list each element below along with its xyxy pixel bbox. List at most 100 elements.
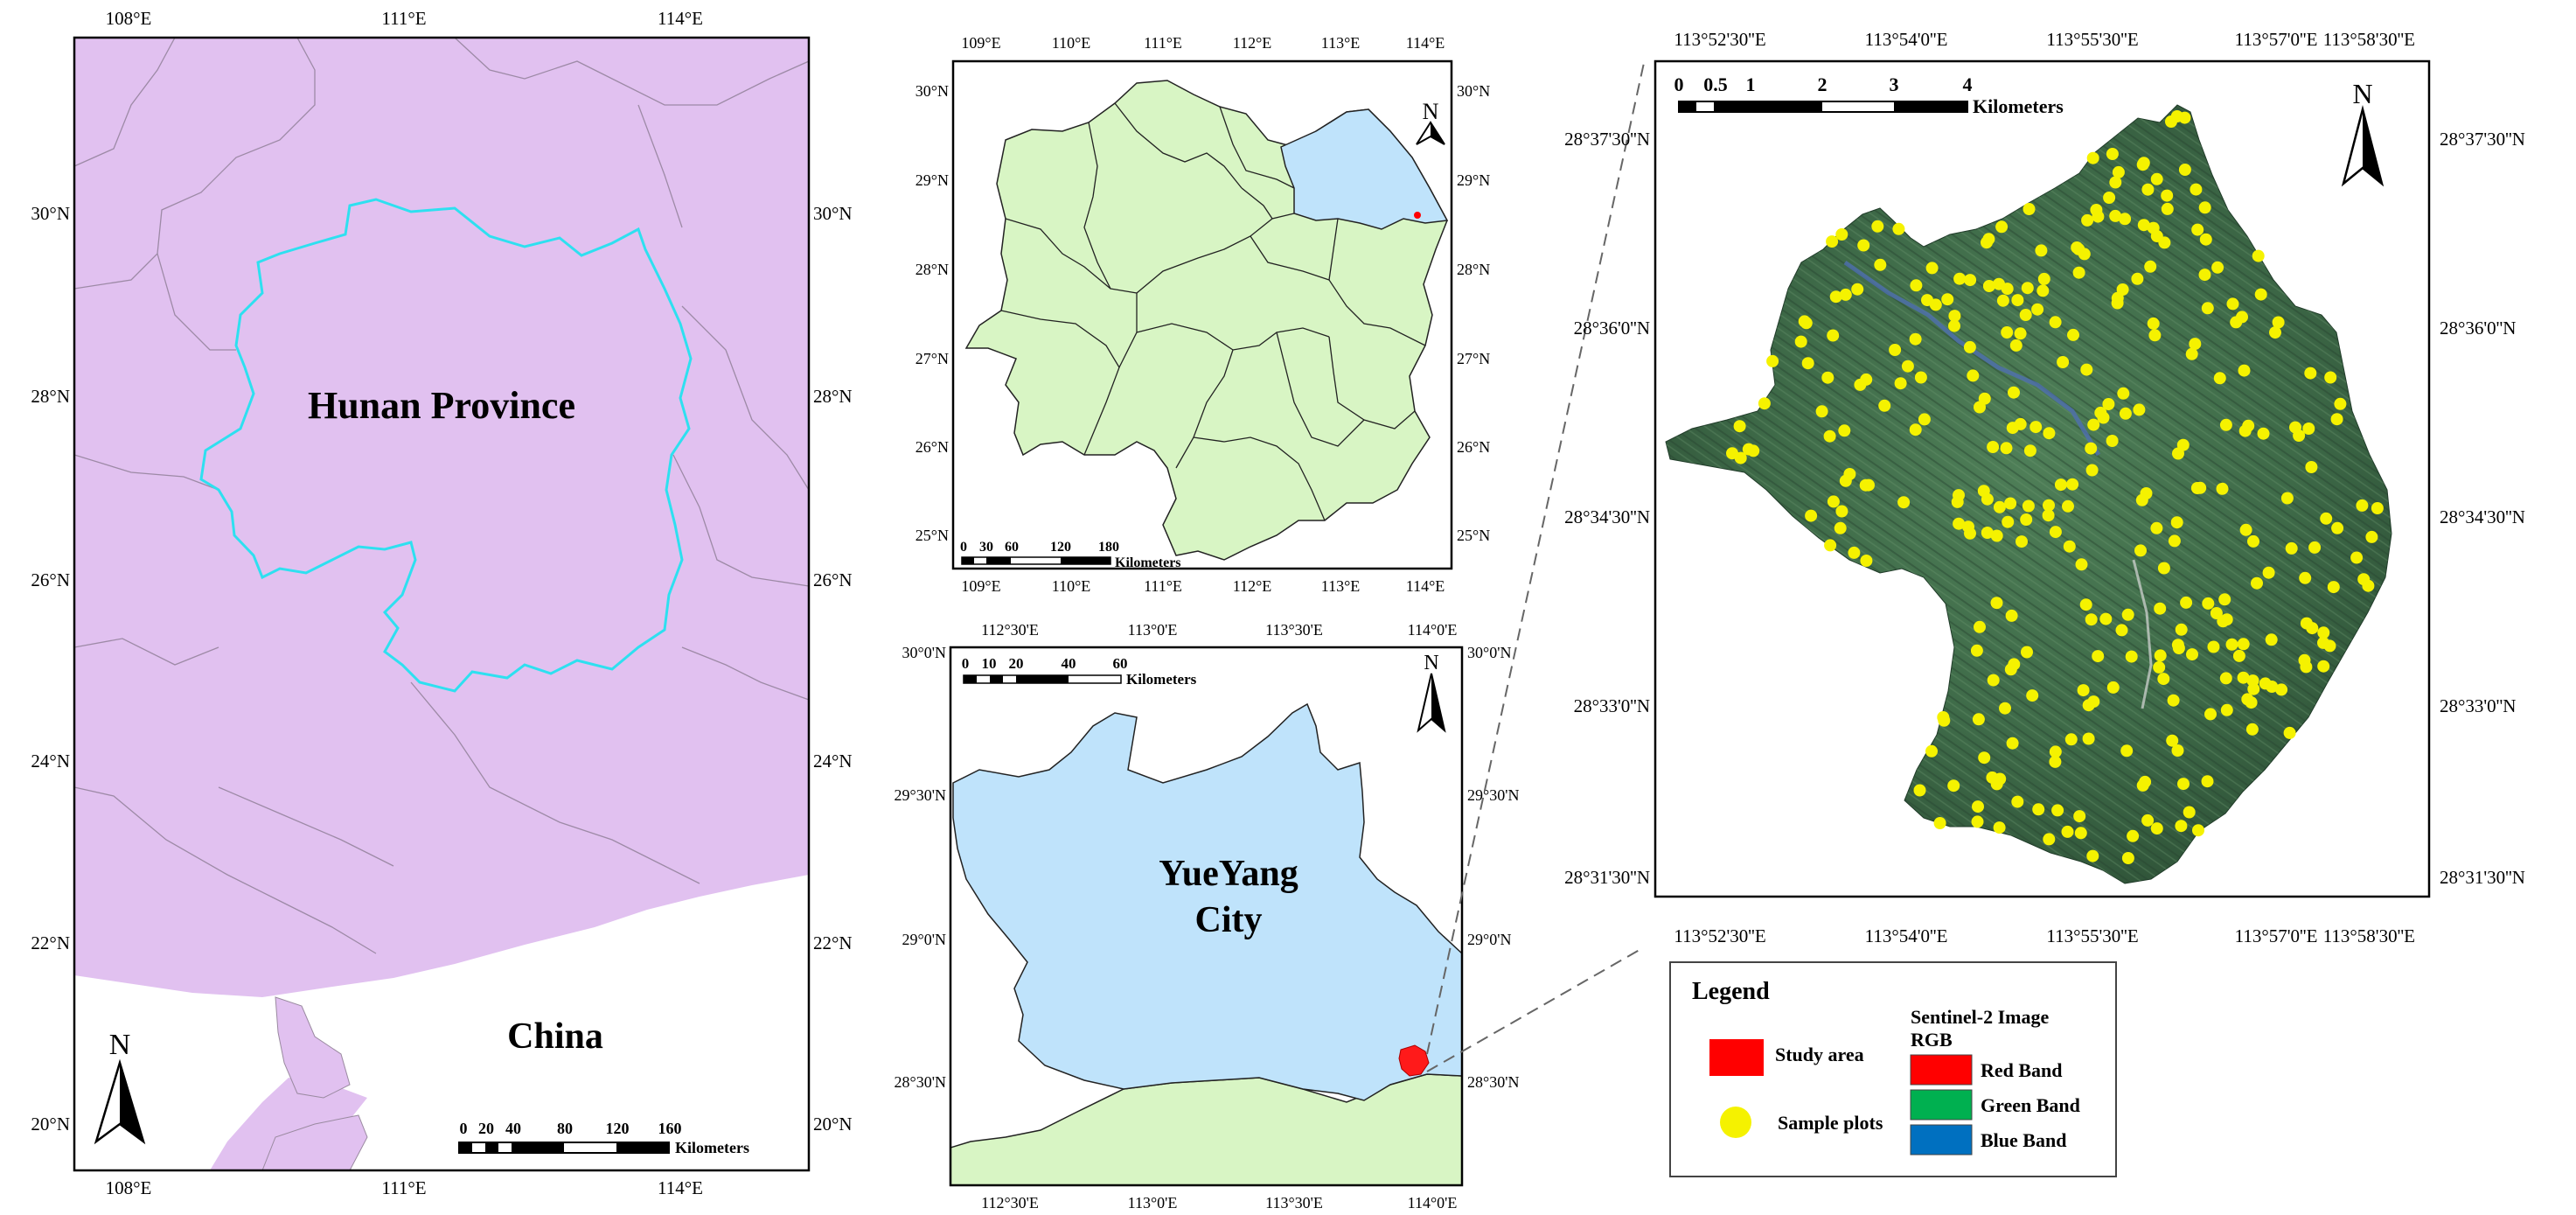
china-frame — [73, 36, 811, 1172]
china-bottom-tick: 114°E — [658, 1177, 703, 1198]
sample-plot-dot — [2280, 492, 2294, 505]
study-left-ticks: 28°37'30''N 28°36'0''N 28°34'30''N 28°33… — [1564, 129, 1650, 888]
sample-plot-dot — [1901, 360, 1914, 373]
china-left-tick: 22°N — [31, 932, 70, 953]
study-bottom-ticks: 113°52'30''E 113°54'0''E 113°55'30''E 11… — [1674, 925, 2415, 946]
sample-plot-dot — [1909, 423, 1922, 436]
sample-plot-dot — [2246, 674, 2259, 688]
sample-plot-dot — [2049, 316, 2062, 329]
scale-number: 20 — [1009, 655, 1024, 672]
sample-plot-dot — [2324, 371, 2337, 384]
sample-plot-dot — [1827, 329, 1840, 342]
sample-plot-dot — [2125, 650, 2138, 663]
sample-plot-dot — [2150, 521, 2163, 534]
scale-number: 0 — [460, 1120, 468, 1137]
sample-plot-dot — [2330, 413, 2343, 426]
study-top-tick: 113°55'30''E — [2046, 29, 2138, 50]
sample-plot-dot — [1953, 272, 1967, 285]
sample-plot-dot — [2175, 623, 2188, 636]
sample-plot-dot — [2161, 202, 2174, 215]
sample-plot-dot — [2285, 541, 2298, 555]
scale-number: 4 — [1963, 73, 1973, 95]
yueyang-city-shape — [952, 702, 1462, 1101]
sample-plot-dot — [1994, 772, 2007, 786]
sample-plot-dot — [2043, 499, 2055, 512]
scale-number: 40 — [1062, 655, 1076, 672]
china-right-tick: 28°N — [813, 386, 853, 407]
sample-plot-dot — [2026, 689, 2039, 702]
sample-plot-dot — [1937, 711, 1950, 723]
sample-plot-dot — [2238, 364, 2251, 377]
sample-plot-dot — [2014, 327, 2027, 340]
sample-plot-dot — [1839, 288, 1852, 301]
south-china-sea — [74, 875, 809, 1170]
sample-plot-dot — [2154, 649, 2167, 662]
sample-plot-dot — [2066, 478, 2079, 491]
hunan-left-tick: 26°N — [916, 438, 949, 456]
scale-unit: Kilometers — [1126, 671, 1197, 688]
yueyang-in-hunan — [1280, 108, 1449, 230]
sample-plot-dot — [2022, 499, 2035, 513]
sample-plot-dot — [2117, 387, 2130, 400]
sample-plot-dot — [2037, 272, 2050, 285]
scale-number: 2 — [1818, 73, 1828, 95]
sample-plot-dot — [1758, 397, 1771, 410]
hunan-top-tick: 109°E — [961, 34, 1000, 52]
yueyang-right-tick: 29°30'N — [1467, 786, 1519, 804]
legend-sample-plots: Sample plots — [1778, 1112, 1883, 1134]
sample-plot-dot — [2002, 515, 2015, 528]
study-area-swatch — [1709, 1039, 1764, 1076]
sample-plot-dot — [1964, 274, 1977, 287]
green-band-swatch — [1910, 1089, 1973, 1121]
sample-plot-dot — [2141, 813, 2155, 827]
province-boundaries — [74, 38, 809, 954]
scale-number: 120 — [606, 1120, 630, 1137]
sample-plot-dot — [2116, 283, 2129, 296]
sample-plot-dot — [2265, 633, 2278, 646]
sample-plot-dot — [2293, 429, 2306, 442]
sample-plot-dot — [2080, 363, 2093, 376]
sample-plot-dot — [2062, 499, 2074, 513]
scale-number: 80 — [557, 1120, 573, 1137]
sample-plot-dot — [2049, 755, 2062, 768]
sample-plot-dot — [2077, 684, 2090, 697]
sample-plot-dot — [2308, 541, 2322, 554]
sample-plot-dot — [2036, 284, 2050, 297]
scale-unit: Kilometers — [1973, 95, 2064, 117]
sample-plot-dot — [1914, 371, 1927, 384]
blue-band-swatch — [1910, 1124, 1973, 1156]
sample-plot-dot — [1987, 441, 2000, 453]
sample-plot-dot — [2051, 804, 2064, 817]
legend-band-label: Blue Band — [1981, 1129, 2066, 1151]
hunan-top-tick: 113°E — [1321, 34, 1361, 52]
study-top-tick: 113°54'0''E — [1865, 29, 1948, 50]
sample-plot-dot — [2171, 639, 2184, 652]
china-left-ticks: 30°N 28°N 26°N 24°N 22°N 20°N — [31, 203, 70, 1135]
study-top-tick: 113°57'0''E — [2235, 29, 2318, 50]
sample-plot-dot — [2165, 115, 2177, 128]
scale-bar: 0 0.5 1 2 3 4 Kilometers — [1674, 73, 2064, 117]
hunan-right-tick: 26°N — [1457, 438, 1490, 456]
china-top-tick: 111°E — [381, 8, 426, 29]
sample-plot-dot — [1948, 319, 1960, 332]
sample-plot-dot — [2087, 695, 2100, 709]
yueyang-right-ticks: 30°0'N 29°30'N 29°0'N 28°30'N — [1467, 644, 1519, 1091]
scale-number: 0.5 — [1703, 73, 1728, 95]
sample-plot-dot — [2218, 593, 2231, 606]
sample-plot-dot — [2085, 442, 2098, 455]
sample-plot-dot — [2009, 339, 2023, 352]
sample-plot-dot — [2072, 242, 2085, 255]
sample-plot-dot — [2054, 478, 2067, 492]
study-top-tick: 113°52'30''E — [1674, 29, 1765, 50]
sample-plot-dot — [1941, 293, 1954, 306]
yueyang-left-ticks: 30°0'N 29°30'N 29°0'N 28°30'N — [895, 644, 946, 1091]
connector-lines — [1426, 62, 1645, 1072]
city-label: City — [1195, 900, 1263, 940]
sample-plot-dot — [2237, 638, 2250, 651]
sample-plot-dot — [2086, 849, 2099, 862]
sample-plot-dot — [1805, 509, 1818, 522]
sample-plot-dot — [2072, 266, 2085, 279]
sample-plot-dot — [2283, 726, 2296, 739]
hunan-left-tick: 30°N — [916, 82, 949, 100]
